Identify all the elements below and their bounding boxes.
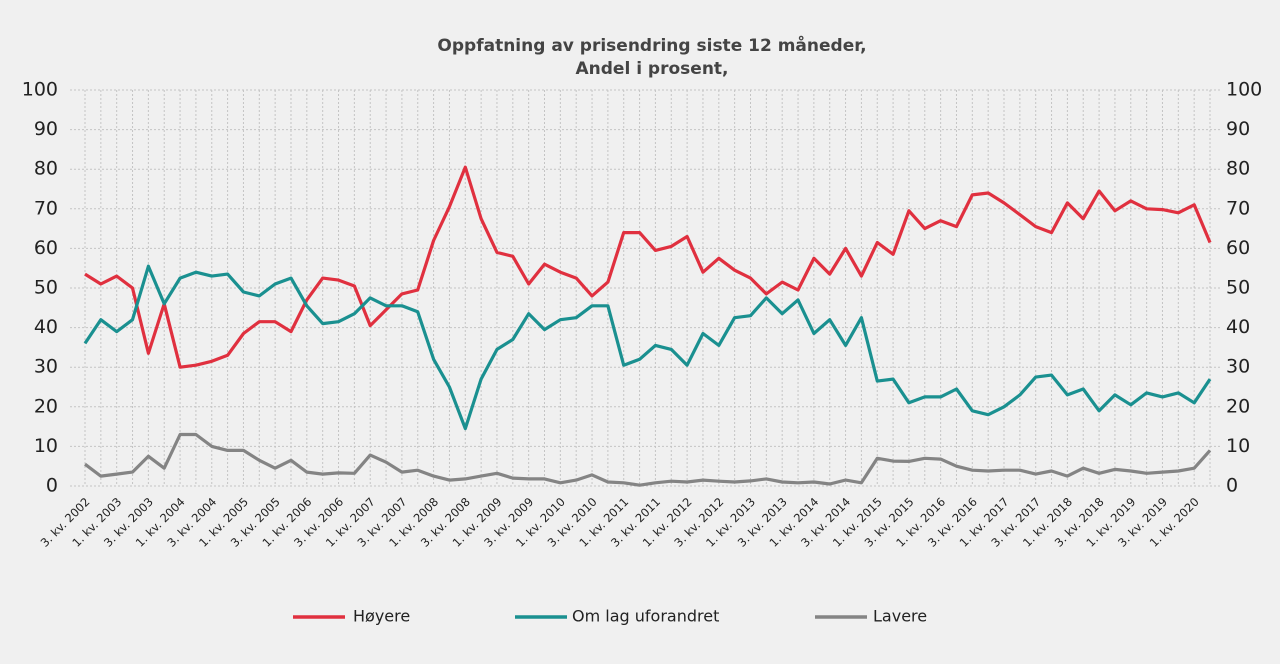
y2-tick-label: 90 [1226,118,1250,140]
series-line [83,264,1212,431]
y-tick-label: 80 [34,158,58,180]
y2-tick-label: 50 [1226,277,1250,299]
y-tick-label: 10 [34,435,58,457]
y-tick-label: 70 [34,197,58,219]
legend-label: Lavere [873,607,927,626]
y-tick-label: 90 [34,118,58,140]
y2-tick-label: 80 [1226,158,1250,180]
y2-tick-label: 100 [1226,79,1262,101]
y-tick-label: 0 [46,475,58,497]
y-tick-label: 50 [34,277,58,299]
y2-tick-label: 70 [1226,197,1250,219]
chart-subtitle: Andel i prosent, [575,59,728,79]
chart-title: Oppfatning av prisendring siste 12 måned… [437,34,866,56]
legend-label: Høyere [353,607,410,626]
y2-tick-label: 0 [1226,475,1238,497]
series-line [84,432,1212,487]
y-tick-label: 30 [34,356,58,378]
y-tick-label: 100 [22,79,58,101]
y2-tick-label: 10 [1226,435,1250,457]
y2-tick-label: 30 [1226,356,1250,378]
legend-label: Om lag uforandret [572,607,719,626]
y2-tick-label: 20 [1226,395,1250,417]
y-tick-label: 20 [34,395,58,417]
y2-tick-label: 40 [1226,316,1250,338]
y-tick-label: 60 [34,237,58,259]
y-tick-label: 40 [34,316,58,338]
y2-tick-label: 60 [1226,237,1250,259]
series-line [84,165,1212,369]
